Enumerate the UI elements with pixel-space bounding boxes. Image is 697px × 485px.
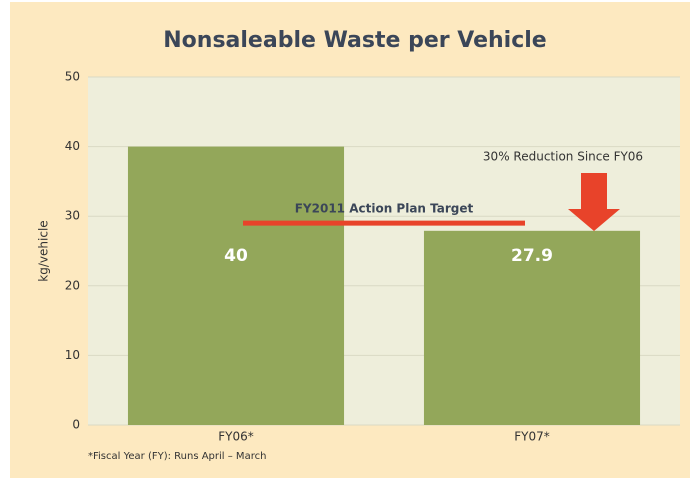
x-tick-label: FY06* — [218, 430, 254, 444]
target-label: FY2011 Action Plan Target — [295, 202, 474, 216]
arrow — [568, 173, 620, 231]
footnote: *Fiscal Year (FY): Runs April – March — [88, 451, 266, 462]
bar — [423, 230, 641, 425]
chart-title: Nonsaleable Waste per Vehicle — [163, 28, 546, 53]
y-tick-label: 0 — [72, 418, 80, 432]
y-tick-label: 40 — [65, 139, 80, 153]
x-tick-label: FY07* — [514, 430, 550, 444]
y-tick-label: 20 — [65, 278, 80, 292]
y-tick-label: 50 — [65, 70, 80, 84]
annotation: 30% Reduction Since FY06 — [483, 150, 643, 164]
data-label: 40 — [224, 246, 248, 266]
y-tick-label: 10 — [65, 348, 80, 362]
y-axis-label: kg/vehicle — [37, 220, 51, 281]
data-label: 27.9 — [511, 246, 553, 266]
bar — [127, 146, 345, 425]
y-tick-label: 30 — [65, 209, 80, 223]
